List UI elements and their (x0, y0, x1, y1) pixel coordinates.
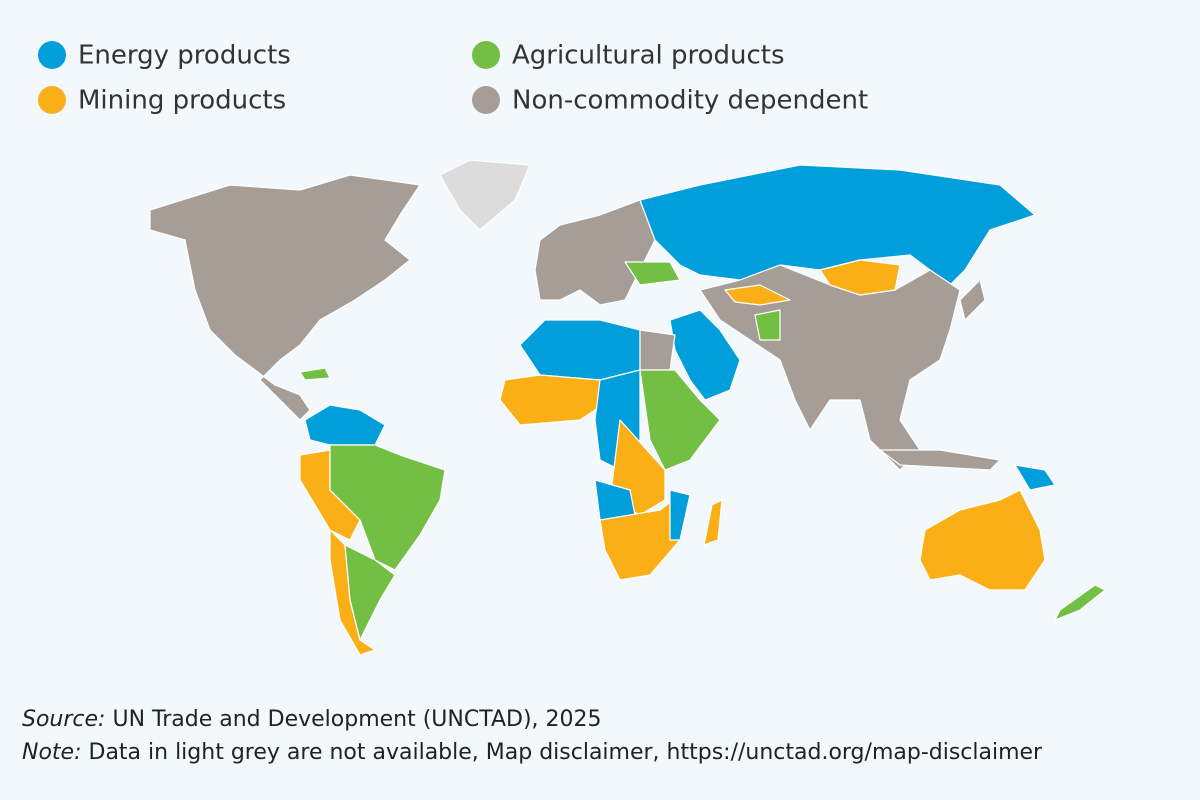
west-africa (499, 374, 611, 426)
legend-swatch (472, 86, 500, 114)
source-label: Source: (22, 707, 105, 732)
madagascar (703, 499, 723, 546)
europe (534, 199, 656, 306)
mozambique (669, 489, 691, 541)
legend-swatch (472, 41, 500, 69)
papua-new-guinea (1014, 464, 1056, 491)
middle-east (669, 309, 741, 401)
legend-swatch (38, 41, 66, 69)
footer: Source: UN Trade and Development (UNCTAD… (22, 707, 1043, 765)
note-label: Note: (22, 740, 82, 765)
brazil (329, 444, 446, 571)
northern-south-america (304, 404, 386, 446)
source-line: Source: UN Trade and Development (UNCTAD… (22, 707, 602, 732)
legend-swatch (38, 86, 66, 114)
legend-label: Agricultural products (512, 41, 785, 71)
new-zealand (1054, 584, 1106, 621)
australia (919, 489, 1046, 591)
southern-africa (599, 494, 681, 581)
note-text: Data in light grey are not available, Ma… (89, 740, 1044, 765)
legend-label: Mining products (78, 86, 286, 116)
east-africa (639, 369, 721, 471)
mongolia (819, 259, 901, 296)
note-line: Note: Data in light grey are not availab… (22, 740, 1043, 765)
japan (959, 279, 986, 321)
legend: Energy products Agricultural products Mi… (38, 41, 868, 116)
egypt (639, 329, 676, 371)
greenland (439, 159, 531, 231)
north-africa (519, 319, 641, 381)
caribbean (299, 367, 331, 381)
north-america (149, 174, 421, 421)
legend-label: Energy products (78, 41, 291, 71)
central-asia (724, 284, 791, 306)
world-map (149, 159, 1106, 656)
ukraine (624, 261, 681, 286)
legend-label: Non-commodity dependent (512, 86, 868, 116)
source-text: UN Trade and Development (UNCTAD), 2025 (112, 707, 601, 732)
argentina (344, 544, 396, 641)
indonesia (879, 449, 1001, 471)
afghanistan (754, 309, 781, 341)
